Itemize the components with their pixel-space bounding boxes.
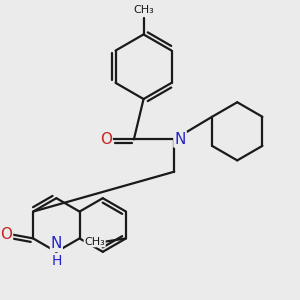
Text: N: N [51, 236, 62, 251]
Text: O: O [100, 132, 112, 147]
Text: CH₃: CH₃ [133, 5, 154, 15]
Text: O: O [0, 227, 12, 242]
Text: CH₃: CH₃ [84, 237, 105, 247]
Text: N: N [174, 132, 186, 147]
Text: O: O [100, 132, 112, 147]
Text: H: H [51, 254, 62, 268]
Text: N: N [174, 131, 186, 146]
